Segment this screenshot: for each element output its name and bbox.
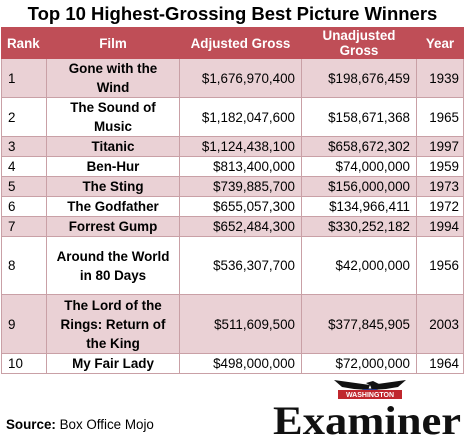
cell-rank: 10: [1, 353, 47, 374]
cell-unadjusted-gross: $42,000,000: [301, 236, 417, 295]
column-header-year: Year: [416, 27, 464, 59]
cell-adjusted-gross: $536,307,700: [179, 236, 302, 295]
source-label: Source:: [6, 417, 56, 432]
table-row: 8 Around the World in 80 Days $536,307,700…: [1, 236, 464, 295]
cell-film: My Fair Lady: [46, 353, 180, 374]
cell-year: 1973: [416, 176, 464, 197]
cell-film: The Sting: [46, 176, 180, 197]
cell-film: Around the World in 80 Days: [46, 236, 180, 295]
cell-film: Titanic: [46, 136, 180, 157]
table-row: 7 Forrest Gump $652,484,300 $330,252,182 199…: [1, 216, 464, 237]
cell-year: 1964: [416, 353, 464, 374]
table-row: 1 Gone with the Wind $1,676,970,400 $198,67…: [1, 58, 464, 98]
cell-film: Gone with the Wind: [46, 58, 180, 98]
table-row: 9 The Lord of the Rings: Return of the Ki…: [1, 294, 464, 354]
table-row: 6 The Godfather $655,057,300 $134,966,411 19…: [1, 196, 464, 217]
cell-year: 1997: [416, 136, 464, 157]
table-row: 2 The Sound of Music $1,182,047,600 $158,67…: [1, 97, 464, 137]
cell-rank: 5: [1, 176, 47, 197]
cell-year: 1972: [416, 196, 464, 217]
cell-year: 1956: [416, 236, 464, 295]
cell-adjusted-gross: $813,400,000: [179, 156, 302, 177]
cell-adjusted-gross: $739,885,700: [179, 176, 302, 197]
cell-unadjusted-gross: $198,676,459: [301, 58, 417, 98]
cell-unadjusted-gross: $658,672,302: [301, 136, 417, 157]
table-row: 4 Ben-Hur $813,400,000 $74,000,000 1959: [1, 156, 464, 177]
cell-film: The Godfather: [46, 196, 180, 217]
cell-year: 1939: [416, 58, 464, 98]
cell-year: 2003: [416, 294, 464, 354]
cell-unadjusted-gross: $330,252,182: [301, 216, 417, 237]
cell-year: 1994: [416, 216, 464, 237]
box-office-table: Rank Film Adjusted Gross Unadjusted Gros…: [1, 27, 464, 374]
cell-unadjusted-gross: $158,671,368: [301, 97, 417, 137]
cell-rank: 1: [1, 58, 47, 98]
cell-unadjusted-gross: $134,966,411: [301, 196, 417, 217]
cell-film: Forrest Gump: [46, 216, 180, 237]
cell-adjusted-gross: $652,484,300: [179, 216, 302, 237]
cell-adjusted-gross: $1,676,970,400: [179, 58, 302, 98]
cell-rank: 8: [1, 236, 47, 295]
cell-adjusted-gross: $498,000,000: [179, 353, 302, 374]
cell-rank: 3: [1, 136, 47, 157]
cell-adjusted-gross: $1,182,047,600: [179, 97, 302, 137]
cell-rank: 9: [1, 294, 47, 354]
cell-adjusted-gross: $1,124,438,100: [179, 136, 302, 157]
cell-film: The Lord of the Rings: Return of the Kin…: [46, 294, 180, 354]
logo-main-text: Examiner: [273, 398, 461, 442]
cell-film: Ben-Hur: [46, 156, 180, 177]
cell-rank: 6: [1, 196, 47, 217]
table-row: 3 Titanic $1,124,438,100 $658,672,302 1997: [1, 136, 464, 157]
washington-examiner-logo: WASHINGTON Examiner: [270, 378, 465, 442]
logo-graphic: WASHINGTON Examiner: [273, 380, 461, 442]
column-header-adjusted-gross: Adjusted Gross: [179, 27, 302, 59]
cell-year: 1959: [416, 156, 464, 177]
cell-adjusted-gross: $655,057,300: [179, 196, 302, 217]
cell-adjusted-gross: $511,609,500: [179, 294, 302, 354]
cell-unadjusted-gross: $377,845,905: [301, 294, 417, 354]
column-header-unadjusted-gross: Unadjusted Gross: [301, 27, 417, 59]
page-title: Top 10 Highest-Grossing Best Picture Win…: [27, 3, 438, 24]
logo-top-text: WASHINGTON: [346, 392, 394, 399]
logo-banner: [338, 390, 402, 399]
cell-unadjusted-gross: $72,000,000: [301, 353, 417, 374]
cell-rank: 2: [1, 97, 47, 137]
column-header-film: Film: [46, 27, 180, 59]
table-row: 10 My Fair Lady $498,000,000 $72,000,000 196…: [1, 353, 464, 374]
cell-film: The Sound of Music: [46, 97, 180, 137]
column-header-rank: Rank: [1, 27, 47, 59]
source-note: Source: Box Office Mojo: [6, 414, 154, 436]
cell-rank: 4: [1, 156, 47, 177]
cell-year: 1965: [416, 97, 464, 137]
cell-unadjusted-gross: $156,000,000: [301, 176, 417, 197]
table-header-row: Rank Film Adjusted Gross Unadjusted Gros…: [1, 27, 464, 59]
cell-unadjusted-gross: $74,000,000: [301, 156, 417, 177]
table-row: 5 The Sting $739,885,700 $156,000,000 1973: [1, 176, 464, 197]
source-text: Box Office Mojo: [59, 417, 154, 432]
cell-rank: 7: [1, 216, 47, 237]
